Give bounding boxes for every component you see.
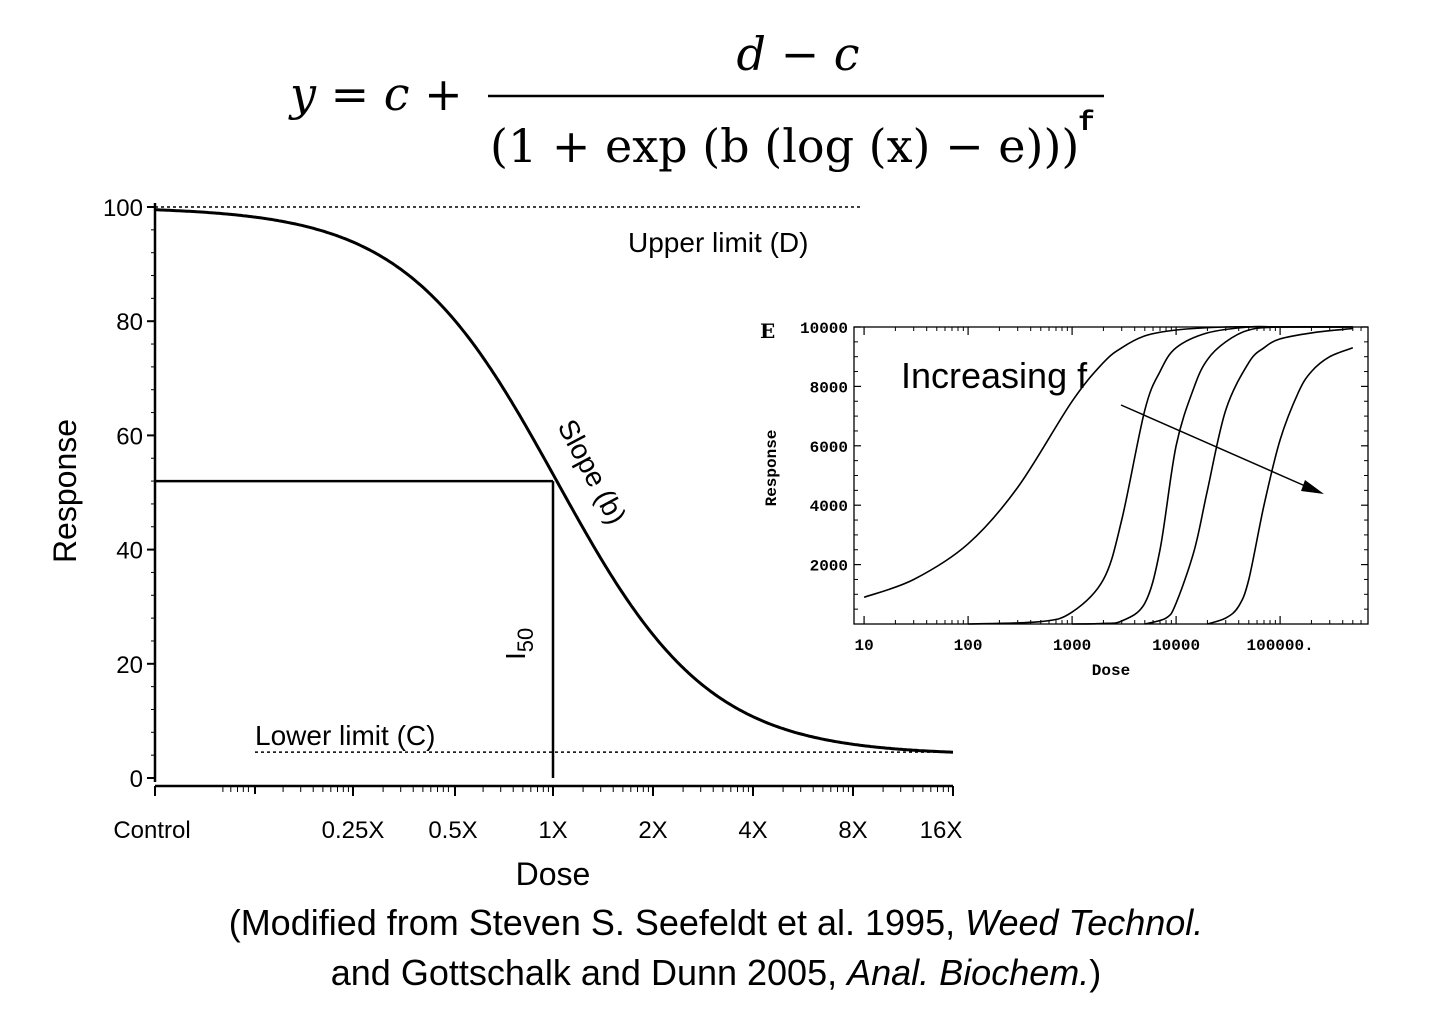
inset-y-tick-label: 10000 — [800, 320, 848, 338]
caption-journal-2: Anal. Biochem. — [847, 952, 1090, 993]
inset-annotation: Increasing f — [901, 355, 1088, 396]
i50-label: I50 — [500, 628, 538, 660]
caption-line1-text: (Modified from Steven S. Seefeldt et al.… — [228, 902, 966, 943]
caption-line-2: and Gottschalk and Dunn 2005, Anal. Bioc… — [0, 948, 1432, 998]
y-tick-label: 80 — [116, 309, 143, 336]
inset-x-tick-label: 1000 — [1053, 637, 1091, 655]
inset-y-axis-label: Response — [763, 430, 781, 507]
x-tick-label: 4X — [738, 817, 767, 844]
formula-numerator: d − c — [737, 27, 860, 81]
caption-journal-1: Weed Technol. — [965, 902, 1204, 943]
inset-series-line-2 — [968, 325, 1353, 625]
svg-text:I50: I50 — [500, 628, 538, 660]
caption-line2-close: ) — [1089, 952, 1102, 993]
y-tick-label: 60 — [116, 423, 143, 450]
formula-exponent: f — [1078, 108, 1095, 139]
inset-series-line-4 — [1144, 327, 1353, 625]
caption-line2-text: and Gottschalk and Dunn 2005, — [330, 952, 848, 993]
x-tick-label: 1X — [538, 817, 567, 844]
x-tick-label: 2X — [638, 817, 667, 844]
formula-lhs: y = c + — [288, 67, 463, 121]
inset-x-tick-label: 100 — [954, 637, 983, 655]
formula: y = c + d − c (1 + exp (b (log (x) − e))… — [288, 27, 1104, 173]
i50-letter: I — [500, 652, 531, 660]
inset-series — [863, 325, 1354, 625]
increasing-f-arrow — [1120, 404, 1313, 490]
inset-y-tick-label: 8000 — [810, 379, 848, 397]
inset-y-tick-label: 2000 — [810, 558, 848, 576]
inset-x-tick-label: 100000. — [1246, 637, 1313, 655]
i50-subscript: 50 — [513, 628, 538, 652]
inset-x-tick-label: 10000 — [1152, 637, 1200, 655]
x-tick-label: Control — [113, 817, 190, 844]
inset-series-line-3 — [1072, 325, 1353, 625]
x-tick-label: 0.25X — [322, 817, 385, 844]
inset-series-line-1 — [863, 325, 1353, 599]
citation-caption: (Modified from Steven S. Seefeldt et al.… — [0, 898, 1432, 998]
dose-response-curve — [154, 208, 954, 754]
caption-line-1: (Modified from Steven S. Seefeldt et al.… — [0, 898, 1432, 948]
inset-x-tick-label: 10 — [854, 637, 873, 655]
y-tick-label: 0 — [130, 766, 143, 793]
y-axis-label: Response — [47, 419, 83, 563]
x-axis-label: Dose — [516, 856, 591, 892]
main-lines — [155, 206, 953, 778]
x-tick-label: 0.5X — [428, 817, 477, 844]
formula-denominator: (1 + exp (b (log (x) − e))) — [490, 119, 1079, 173]
y-tick-label: 100 — [103, 195, 143, 222]
arrow-head — [1301, 480, 1324, 494]
x-tick-label: 16X — [920, 817, 963, 844]
x-tick-label: 8X — [838, 817, 867, 844]
inset-y-tick-label: 6000 — [810, 439, 848, 457]
inset-ticks: 2000 4000 6000 8000 10000 10 100 1000 10000 10000… — [800, 320, 1369, 655]
inset-y-tick-label: 4000 — [810, 498, 848, 516]
lower-limit-label: Lower limit (C) — [255, 720, 435, 751]
main-ticks: 0 20 40 60 80 100 Control 0.25X 0.5X 1X 2X 4X 8X 16X — [103, 195, 962, 844]
inset-x-axis-label: Dose — [1092, 662, 1130, 680]
inset-panel-label: E — [760, 319, 775, 343]
inset-series-line-5 — [1207, 347, 1354, 625]
y-tick-label: 40 — [116, 538, 143, 565]
upper-limit-label: Upper limit (D) — [628, 227, 808, 258]
y-tick-label: 20 — [116, 652, 143, 679]
